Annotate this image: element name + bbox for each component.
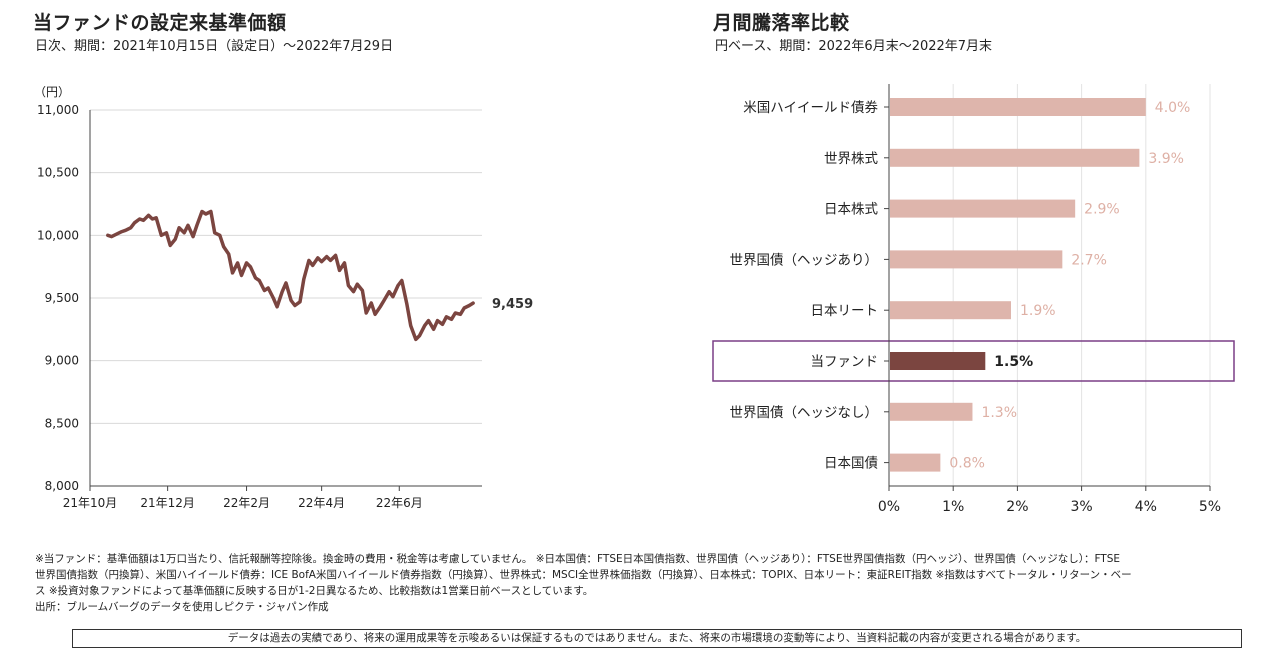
x-tick-labels: 21年10月 21年12月 22年2月 22年4月 22年6月 bbox=[63, 486, 423, 510]
bar bbox=[890, 453, 941, 472]
bar-category-label: 日本リート bbox=[811, 303, 879, 319]
footnotes: ※当ファンド：基準価額は1万口当たり、信託報酬等控除後。換金時の費用・税金等は考… bbox=[35, 551, 1280, 615]
footnote-line: 世界国債指数（円換算）、米国ハイイールド債券：ICE BofA米国ハイイールド債… bbox=[35, 569, 1132, 581]
y-tick-label: 11,000 bbox=[37, 103, 79, 117]
nav-line-chart: （円） 11,000 10,500 10,000 9,500 9,000 8,500 8,0… bbox=[34, 85, 533, 510]
bar-value-label: 0.8% bbox=[949, 456, 985, 472]
disclaimer-box: データは過去の実績であり、将来の運用成果等を示唆あるいは保証するものではありませ… bbox=[72, 629, 1242, 648]
bar-value-label: 1.5% bbox=[994, 354, 1033, 370]
footnote-line: ※当ファンド：基準価額は1万口当たり、信託報酬等控除後。換金時の費用・税金等は考… bbox=[35, 553, 1121, 565]
x-tick-label: 22年2月 bbox=[223, 496, 270, 510]
bars: 米国ハイイールド債券 4.0% 世界株式 3.9% 日本株式 2.9% 世界国債（ヘッジあり… bbox=[730, 98, 1191, 472]
y-axis-unit-label: （円） bbox=[34, 85, 70, 99]
bar bbox=[890, 199, 1076, 218]
bar-value-label: 3.9% bbox=[1148, 151, 1184, 167]
x-tick-label: 0% bbox=[878, 499, 900, 515]
y-tick-labels: 11,000 10,500 10,000 9,500 9,000 8,500 8,000 bbox=[37, 103, 79, 493]
y-tick-label: 9,500 bbox=[45, 291, 79, 305]
y-tick-label: 9,000 bbox=[45, 354, 79, 368]
bar-category-label: 米国ハイイールド債券 bbox=[743, 100, 878, 116]
source-line: 出所：ブルームバーグのデータを使用しピクテ・ジャパン作成 bbox=[35, 601, 329, 613]
bar-category-label: 世界国債（ヘッジなし） bbox=[730, 405, 879, 421]
bar-value-label: 2.7% bbox=[1071, 252, 1107, 268]
bar bbox=[890, 250, 1063, 269]
highlight-frame bbox=[712, 340, 1235, 382]
monthly-return-bar-chart: 米国ハイイールド債券 4.0% 世界株式 3.9% 日本株式 2.9% 世界国債（ヘッジあり… bbox=[712, 84, 1235, 515]
bar-category-label: 日本株式 bbox=[824, 202, 878, 218]
bar bbox=[890, 301, 1011, 320]
x-tick-label: 2% bbox=[1006, 499, 1028, 515]
bar bbox=[890, 402, 973, 421]
bar-value-label: 1.3% bbox=[981, 405, 1017, 421]
bar-category-label: 日本国債 bbox=[824, 456, 878, 472]
right-chart-title: 月間騰落率比較 bbox=[713, 12, 850, 34]
left-chart-subtitle: 日次、期間：2021年10月15日（設定日）～2022年7月29日 bbox=[35, 39, 394, 54]
x-tick-label: 22年4月 bbox=[298, 496, 345, 510]
y-tick-label: 8,000 bbox=[45, 479, 79, 493]
bar-category-label: 世界国債（ヘッジあり） bbox=[730, 252, 879, 268]
x-tick-label: 5% bbox=[1199, 499, 1221, 515]
bar bbox=[890, 148, 1140, 167]
bar-value-label: 2.9% bbox=[1084, 202, 1120, 218]
x-tick-label: 1% bbox=[942, 499, 964, 515]
y-tick-label: 10,500 bbox=[37, 166, 79, 180]
bar-value-label: 1.9% bbox=[1020, 303, 1056, 319]
percent-tick-labels: 0% 1% 2% 3% 4% 5% bbox=[878, 486, 1221, 515]
bar-value-label: 4.0% bbox=[1155, 100, 1191, 116]
x-gridlines bbox=[952, 84, 1211, 486]
y-tick-label: 8,500 bbox=[45, 416, 79, 430]
y-gridlines bbox=[90, 109, 482, 424]
bar-category-label: 当ファンド bbox=[811, 354, 879, 370]
x-tick-label: 4% bbox=[1135, 499, 1157, 515]
x-tick-label: 21年10月 bbox=[63, 496, 118, 510]
x-tick-label: 3% bbox=[1070, 499, 1092, 515]
footnote-line: ス ※投資対象ファンドによって基準価額に反映する日が1-2日異なるため、比較指数… bbox=[35, 585, 594, 597]
left-chart-title: 当ファンドの設定来基準価額 bbox=[33, 12, 287, 34]
y-tick-label: 10,000 bbox=[37, 228, 79, 242]
right-chart-subtitle: 円ベース、期間：2022年6月末～2022年7月末 bbox=[715, 39, 993, 54]
x-tick-label: 21年12月 bbox=[140, 496, 195, 510]
x-tick-label: 22年6月 bbox=[376, 496, 423, 510]
bar bbox=[890, 352, 986, 370]
bar bbox=[890, 98, 1146, 116]
bar-category-label: 世界株式 bbox=[824, 151, 878, 167]
nav-series-line bbox=[106, 209, 475, 342]
end-value-label: 9,459 bbox=[492, 297, 533, 312]
